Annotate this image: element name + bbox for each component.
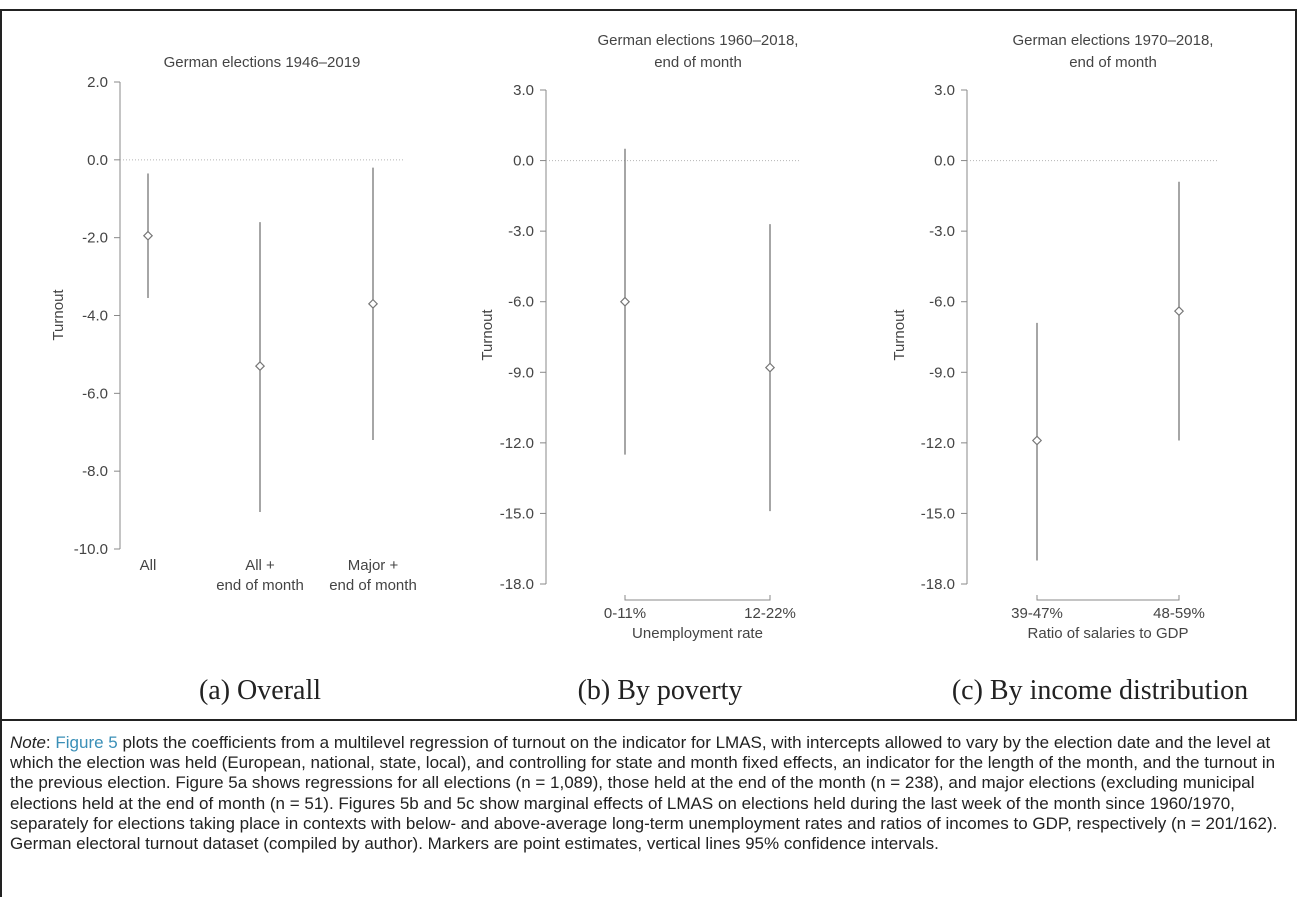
- note-body: plots the coefficients from a multilevel…: [10, 733, 1278, 854]
- point-estimate-marker: [1173, 306, 1185, 317]
- point-estimate-marker: [619, 296, 631, 307]
- x-axis-bracket: [1036, 595, 1180, 601]
- category-label: 0-11%: [604, 605, 646, 622]
- figure-note: Note: Figure 5 plots the coefficients fr…: [10, 733, 1278, 854]
- chart-title: German elections 1946–2019: [164, 54, 361, 71]
- y-tick-label: -6.0: [929, 294, 955, 311]
- point-estimate-marker: [764, 362, 776, 373]
- point-estimate-marker: [1031, 435, 1043, 446]
- y-tick-label: -9.0: [508, 364, 534, 381]
- chart-title: end of month: [654, 54, 742, 71]
- y-tick-label: -12.0: [500, 435, 534, 452]
- y-tick-label: -6.0: [82, 385, 108, 402]
- y-tick-label: -2.0: [82, 230, 108, 247]
- y-tick-label: -9.0: [929, 364, 955, 381]
- y-tick-label: -8.0: [82, 463, 108, 480]
- category-label: end of month: [216, 577, 304, 594]
- x-axis-bracket: [624, 595, 771, 601]
- caption-by-income: (c) By income distribution: [951, 675, 1249, 706]
- y-tick-label: -3.0: [508, 223, 534, 240]
- y-axis-label: Turnout: [479, 309, 496, 361]
- category-label: All: [140, 557, 157, 574]
- category-label: end of month: [329, 577, 417, 594]
- category-label: Major +: [348, 557, 399, 574]
- x-axis-label: Unemployment rate: [632, 625, 763, 642]
- y-tick-label: -15.0: [500, 505, 534, 522]
- caption-overall: (a) Overall: [198, 675, 322, 706]
- note-label: Note: [10, 733, 46, 752]
- category-label: 39-47%: [1011, 605, 1063, 622]
- point-estimate-marker: [254, 361, 266, 372]
- y-tick-label: 3.0: [934, 82, 955, 99]
- y-tick-label: 2.0: [87, 74, 108, 91]
- chart-panel-by-income: German elections 1970–2018, end of month 3…: [891, 32, 1217, 642]
- figure-link[interactable]: Figure 5: [55, 733, 118, 752]
- point-estimate-marker: [142, 230, 154, 241]
- category-label: 48-59%: [1153, 605, 1205, 622]
- category-label: All +: [245, 557, 275, 574]
- y-tick-label: -18.0: [500, 576, 534, 593]
- y-axis-label: Turnout: [50, 289, 67, 341]
- caption-by-poverty: (b) By poverty: [577, 675, 743, 706]
- y-tick-label: 0.0: [934, 153, 955, 170]
- chart-panel-by-poverty: German elections 1960–2018, end of month 3…: [479, 32, 800, 642]
- category-label: 12-22%: [744, 605, 796, 622]
- point-estimate-marker: [367, 298, 379, 309]
- y-tick-label: -18.0: [921, 576, 955, 593]
- chart-title: end of month: [1069, 54, 1157, 71]
- y-tick-label: 0.0: [513, 153, 534, 170]
- y-axis-label: Turnout: [891, 309, 908, 361]
- x-axis-label: Ratio of salaries to GDP: [1028, 625, 1189, 642]
- y-tick-label: -15.0: [921, 505, 955, 522]
- y-tick-label: -6.0: [508, 294, 534, 311]
- y-tick-label: -12.0: [921, 435, 955, 452]
- chart-title: German elections 1960–2018,: [598, 32, 799, 49]
- chart-title: German elections 1970–2018,: [1013, 32, 1214, 49]
- chart-panel-overall: German elections 1946–2019 2.0 0.0 -2.0 -4.0…: [50, 54, 417, 594]
- y-tick-label: 0.0: [87, 152, 108, 169]
- y-tick-label: -4.0: [82, 308, 108, 325]
- y-tick-label: 3.0: [513, 82, 534, 99]
- y-tick-label: -3.0: [929, 223, 955, 240]
- y-tick-label: -10.0: [74, 541, 108, 558]
